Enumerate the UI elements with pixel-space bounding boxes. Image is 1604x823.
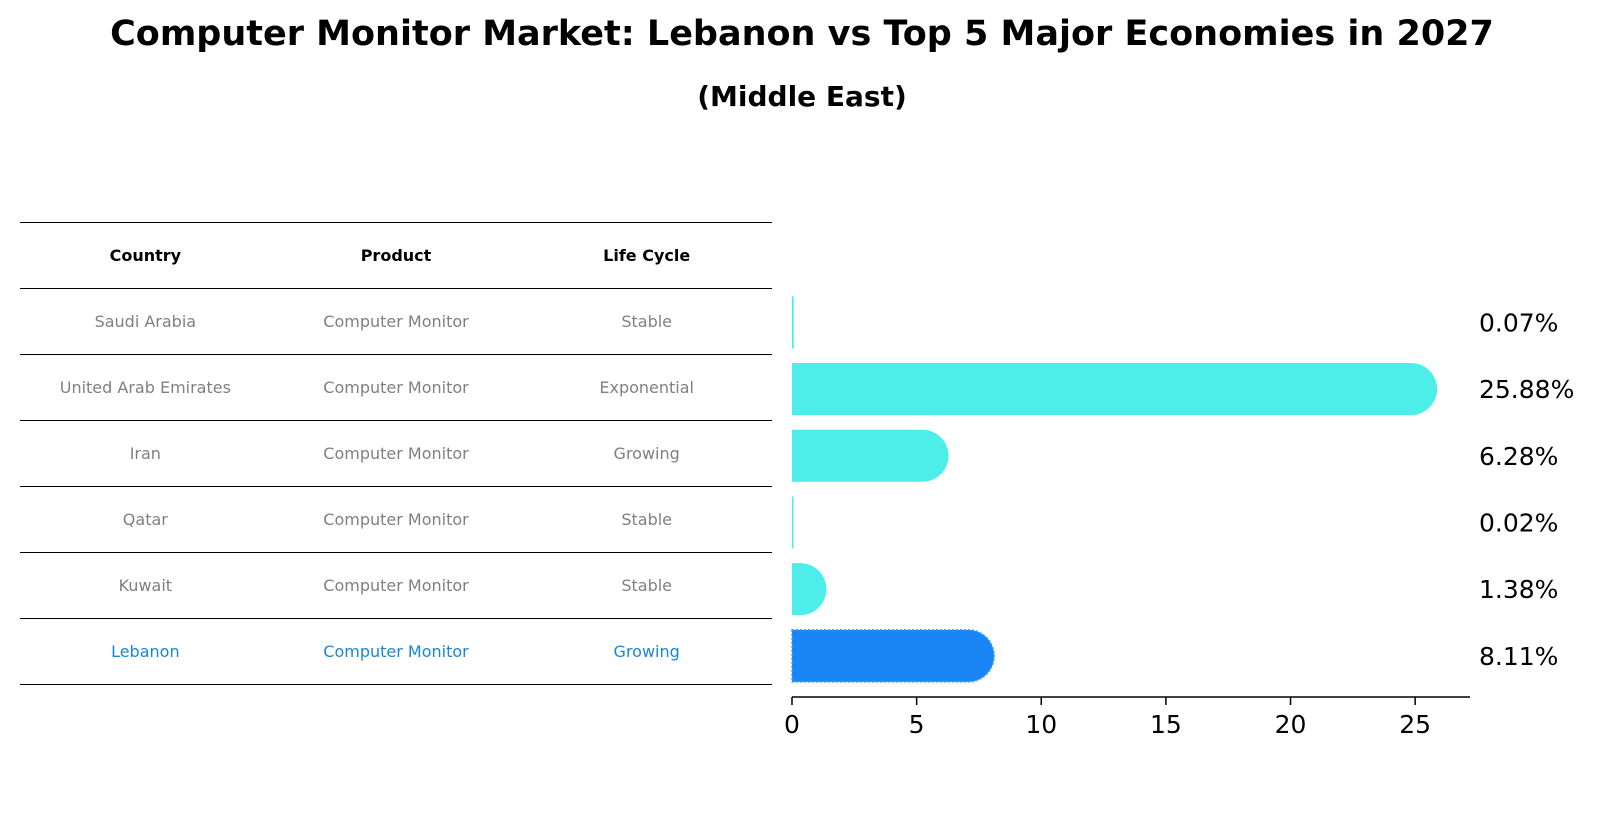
cell-life-cycle: Growing [613,444,680,463]
bar-united-arab-emirates [792,363,1438,416]
bar-iran [792,429,949,482]
cell-country: Iran [129,444,161,463]
data-label: 6.28% [1479,442,1558,471]
cell-country: United Arab Emirates [59,378,231,397]
cell-product: Computer Monitor [323,312,469,331]
x-tick-label: 0 [784,710,800,739]
header-country: Country [109,246,182,265]
chart-title: Computer Monitor Market: Lebanon vs Top … [110,14,1494,54]
table-row: Qatar Computer Monitor Stable [20,487,772,553]
cell-product: Computer Monitor [323,510,469,529]
cell-product: Computer Monitor [323,576,469,595]
cell-country: Lebanon [111,642,180,661]
cell-life-cycle: Stable [621,510,673,529]
cell-product: Computer Monitor [323,642,469,661]
table-header-row: Country Product Life Cycle [20,223,772,289]
cell-life-cycle: Growing [613,642,680,661]
bar-saudi-arabia [792,296,794,349]
cell-life-cycle: Exponential [599,378,694,397]
x-tick-label: 20 [1275,710,1307,739]
bar-kuwait [792,563,827,616]
bar-lebanon [791,629,995,683]
cell-life-cycle: Stable [621,312,673,331]
chart-subtitle: (Middle East) [697,80,907,113]
data-table: Country Product Life Cycle Saudi Arabia … [20,222,772,685]
x-tick-label: 5 [909,710,925,739]
cell-life-cycle: Stable [621,576,673,595]
bar-qatar [792,496,794,549]
cell-product: Computer Monitor [323,378,469,397]
x-tick-label: 15 [1150,710,1182,739]
header-life-cycle: Life Cycle [603,246,691,265]
cell-country: Qatar [122,510,168,529]
cell-country: Kuwait [118,576,173,595]
table-row: Saudi Arabia Computer Monitor Stable [20,289,772,355]
cell-product: Computer Monitor [323,444,469,463]
table-row: Iran Computer Monitor Growing [20,421,772,487]
data-label: 0.02% [1479,508,1558,537]
data-label: 25.88% [1479,375,1574,404]
header-product: Product [360,246,432,265]
data-label: 1.38% [1479,575,1558,604]
x-tick-label: 10 [1025,710,1057,739]
table-row-highlighted: Lebanon Computer Monitor Growing [20,619,772,685]
cell-country: Saudi Arabia [94,312,197,331]
table-row: United Arab Emirates Computer Monitor Ex… [20,355,772,421]
x-tick-label: 25 [1399,710,1431,739]
table-row: Kuwait Computer Monitor Stable [20,553,772,619]
data-label: 8.11% [1479,642,1558,671]
data-label: 0.07% [1479,308,1558,337]
